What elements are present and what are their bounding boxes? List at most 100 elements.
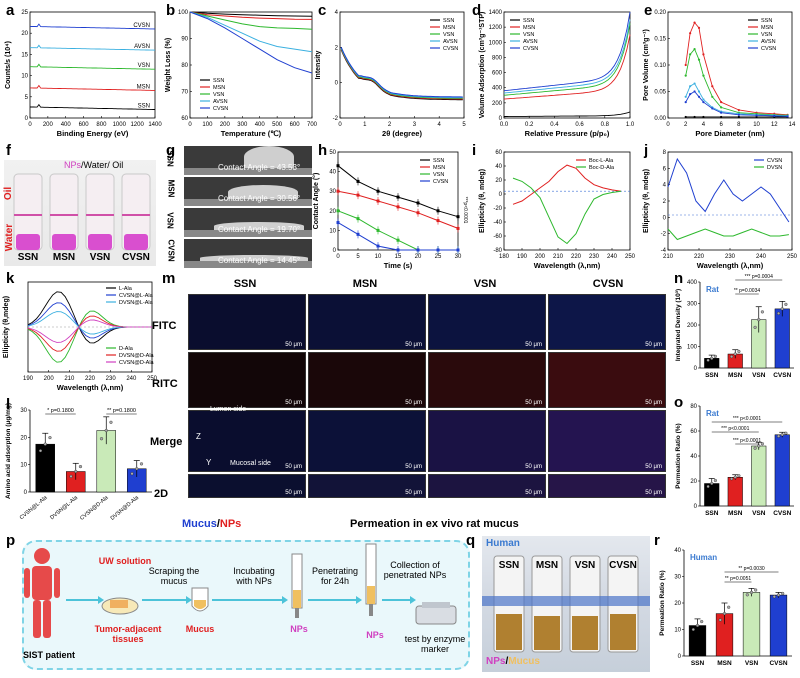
cd-series-line: [512, 164, 622, 205]
x-tick-label: 400: [61, 122, 72, 128]
y-tick-label: 20: [495, 178, 502, 184]
contact-angle-time-chart: 0 5 10 15 20 25 30 0 10 20 30 40 50 Time (s) Contact A…: [312, 150, 468, 270]
scale-bar-label: 50 μm: [405, 490, 422, 496]
saxs-series-line: [340, 48, 463, 100]
cd-complex-line: [27, 319, 152, 343]
y-tick-label: 400: [687, 280, 698, 286]
penetrate-label: Penetrating for 24h: [311, 566, 359, 586]
legend-label: AVSN: [761, 39, 776, 45]
x-tick-label: 240: [607, 254, 618, 260]
series-label: AVSN: [134, 44, 150, 50]
y-tick-label: 0: [694, 366, 698, 372]
col-label-vsn: VSN: [473, 278, 497, 290]
y-tick-label: 60: [181, 116, 188, 122]
contact-angle-point: [396, 195, 400, 199]
y-axis-label: Ellipticity (θ, mdeg): [479, 169, 486, 233]
pore-data-point: [697, 90, 701, 93]
pore-data-point: [693, 115, 696, 119]
x-tick-label: 210: [663, 254, 674, 260]
data-point: [780, 433, 784, 437]
panel-label-g: g: [166, 142, 176, 159]
bar: [742, 592, 761, 657]
legend-label: VSN: [433, 172, 444, 178]
data-point: [135, 467, 139, 471]
pore-data-point: [711, 85, 714, 88]
y-tick-label: -2: [333, 116, 339, 122]
x-tick-label: 800: [96, 122, 107, 128]
x-tick-label: 10: [753, 122, 760, 128]
data-point: [706, 484, 710, 489]
data-point: [745, 593, 749, 597]
human-tag: Human: [690, 553, 717, 562]
legend-label: CVSN@D-Ala: [119, 360, 155, 366]
x-axis-label: Wavelength (λ,nm): [57, 383, 124, 392]
pore-data-point: [711, 107, 714, 110]
row-label-merge: Merge: [150, 436, 183, 448]
panel-label-o: o: [674, 394, 684, 411]
contact-angle-point: [436, 219, 440, 223]
amino-acid-adsorption-bar-chart: 0 10 20 30 Amino acid adsorption (μg/mg) CVSN…: [5, 403, 152, 522]
x-tick-label: 1400: [148, 122, 162, 128]
category-label: MSN: [728, 372, 743, 379]
incubate-label: Incubating with NPs: [233, 566, 275, 586]
tube-label-cvsn: CVSN: [609, 560, 637, 571]
panel-label-c: c: [318, 2, 327, 19]
data-point: [691, 627, 695, 632]
row-label-cvsn: CVSN: [166, 239, 176, 262]
y-tick-label: 30: [674, 575, 681, 581]
x-tick-label: 0.8: [601, 122, 610, 128]
vial-label-cvsn: CVSN: [122, 252, 150, 263]
patient-figure: [20, 546, 64, 646]
y-tick-label: 30: [20, 408, 27, 414]
legend-water-oil: Water/ Oil: [83, 160, 124, 170]
data-point: [737, 349, 741, 353]
x-tick-label: 220: [694, 254, 705, 260]
data-point: [722, 612, 727, 616]
x-axis-label: Wavelength (λ,nm): [697, 261, 764, 270]
y-tick-label: 2: [335, 45, 339, 51]
col-label-cvsn: CVSN: [592, 278, 624, 290]
y-tick-label: 20: [20, 435, 27, 441]
pore-data-point: [693, 21, 696, 24]
category-label: CVSN: [769, 660, 787, 667]
contact-angle-point: [336, 189, 340, 193]
bar: [774, 308, 790, 369]
row-label-msn: MSN: [166, 179, 176, 198]
y-tick-label: 10: [20, 463, 27, 469]
x-tick-label: 30: [455, 254, 462, 260]
legend-label: DVSN@L-Ala: [119, 300, 154, 306]
data-point: [727, 605, 731, 609]
y-axis-label: Weight Loss (%): [165, 38, 172, 92]
y-tick-label: 80: [181, 63, 188, 69]
legend-label: CVSN@L-Ala: [119, 293, 154, 299]
syringe2-icon: [362, 540, 380, 620]
isotherm-series-line: [503, 19, 631, 94]
x-tick-label: 240: [126, 376, 137, 382]
pore-data-point: [693, 48, 696, 51]
y-tick-label: 100: [687, 345, 698, 351]
y-tick-label: -4: [661, 248, 667, 254]
legend-label: SSN: [761, 18, 772, 24]
y-tick-label: 0: [24, 490, 28, 496]
scale-bar-label: 50 μm: [525, 342, 542, 348]
x-tick-label: 6: [719, 122, 723, 128]
contact-angle-value: Contact Angle = 30.56°: [218, 194, 301, 203]
contact-angle-row-vsn: Contact Angle = 19.70°: [184, 208, 312, 237]
series-label: CVSN: [133, 23, 150, 29]
confocal-tile: 50 μm: [188, 294, 306, 350]
pore-data-point: [693, 82, 696, 85]
x-tick-label: 0.0: [500, 122, 509, 128]
row-label-fitc: FITC: [152, 320, 177, 332]
cd-complex-line: [27, 311, 152, 335]
data-point: [43, 442, 47, 446]
scale-bar-label: 50 μm: [525, 400, 542, 406]
data-point: [710, 481, 714, 486]
data-point: [737, 474, 741, 478]
legend-label: CVSN: [443, 46, 458, 52]
pore-data-point: [755, 115, 758, 119]
pore-data-point: [689, 85, 692, 88]
scale-bar-label: 50 μm: [525, 464, 542, 470]
contact-angle-point: [376, 189, 380, 193]
legend-nps: NPs: [219, 518, 242, 530]
x-tick-label: 250: [147, 376, 158, 382]
